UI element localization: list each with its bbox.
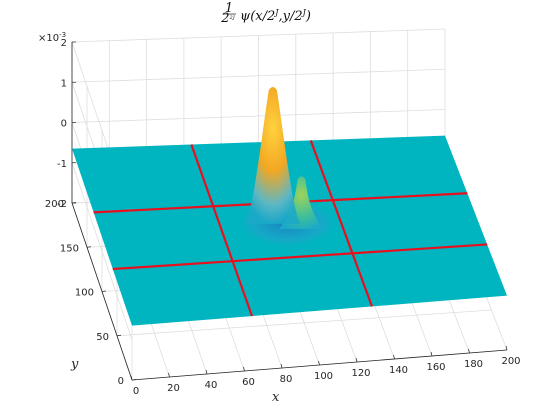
- x-tick-mark: [280, 363, 283, 369]
- x-tick-mark: [130, 375, 133, 381]
- z-tick-label: -2: [57, 199, 67, 210]
- x-tick-mark: [318, 360, 320, 366]
- y-tick-label: 50: [96, 332, 109, 343]
- wavelet-peaks: [235, 87, 340, 249]
- red-grid-line-x: [309, 139, 374, 307]
- title-expr: ψ(x/2J,y/2J): [240, 8, 311, 24]
- x-tick-mark: [243, 366, 245, 372]
- x-tick-mark: [505, 345, 508, 351]
- x-tick-label: 20: [167, 383, 180, 394]
- y-tick-mark: [101, 290, 107, 292]
- z-tick-label: 0: [61, 119, 67, 130]
- x-tick-mark: [355, 357, 358, 363]
- y-tick-mark: [86, 246, 92, 248]
- x-tick-mark: [393, 354, 395, 360]
- title-frac-den: 22J: [220, 11, 235, 26]
- x-tick-label: 80: [280, 374, 293, 385]
- z-tick-label: -1: [57, 159, 67, 170]
- red-grid-line-x: [190, 144, 254, 317]
- x-tick-mark: [168, 372, 170, 378]
- axis-ticks: 0 20 40 60 80 100 120 140 160 180 200050100150200-…: [45, 38, 521, 397]
- x-tick-label: 180: [464, 359, 483, 370]
- y-axis-label: y: [70, 357, 79, 372]
- x-tick-label: 0: [133, 386, 139, 397]
- wavelet-peak: [244, 87, 301, 224]
- red-grid-lines: [93, 139, 488, 317]
- x-tick-label: 160: [426, 362, 445, 373]
- y-tick-label: 100: [75, 288, 94, 299]
- x-tick-label: 140: [389, 365, 408, 376]
- z-exponent-label: ×10-3: [38, 31, 66, 44]
- y-tick-label: 150: [60, 243, 79, 254]
- x-tick-label: 40: [205, 380, 218, 391]
- y-tick-mark: [116, 334, 122, 337]
- y-tick-mark: [131, 379, 137, 381]
- x-tick-mark: [468, 348, 470, 354]
- x-tick-label: 100: [314, 371, 333, 382]
- y-tick-label: 0: [118, 376, 124, 387]
- y-tick-label: 200: [45, 199, 64, 210]
- title-frac-num: 1: [225, 1, 233, 16]
- x-tick-label: 200: [501, 356, 520, 367]
- x-tick-mark: [430, 351, 433, 357]
- chart-title: 1 22J ψ(x/2J,y/2J): [220, 1, 311, 26]
- z-tick-label: 2: [61, 38, 67, 49]
- z-tick-label: 1: [61, 78, 67, 89]
- x-axis-label: x: [272, 390, 280, 405]
- red-grid-line-y: [112, 243, 488, 271]
- x-tick-label: 120: [351, 368, 370, 379]
- x-tick-label: 60: [242, 377, 255, 388]
- x-tick-mark: [205, 369, 208, 375]
